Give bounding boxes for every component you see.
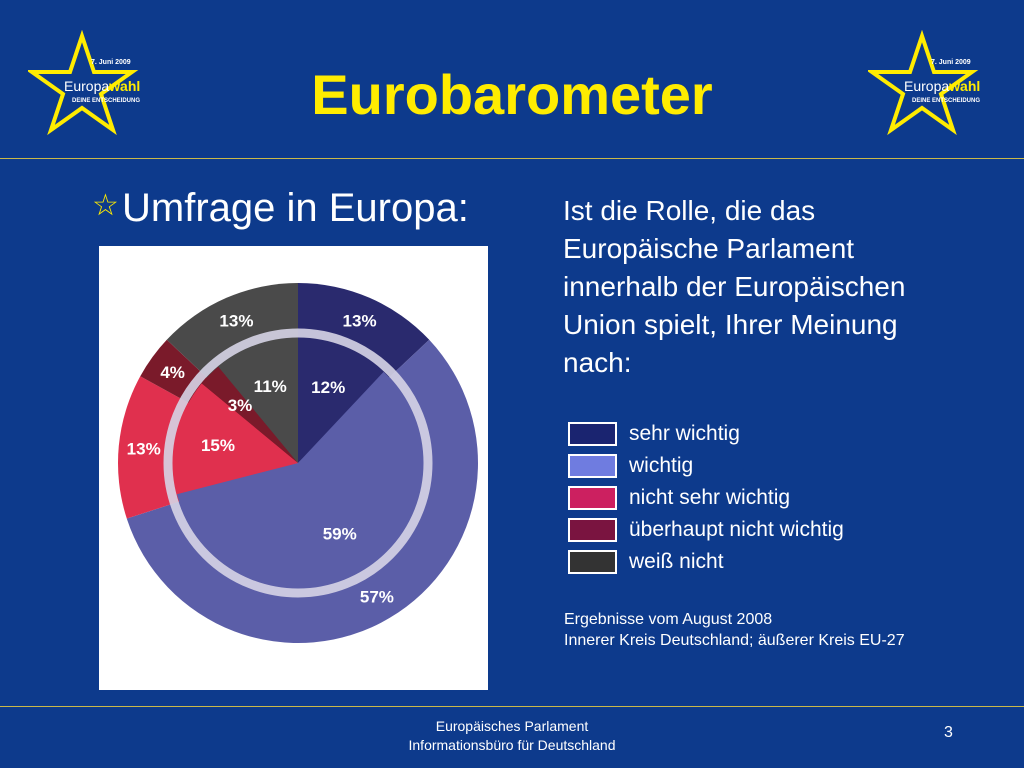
- inner-label-ueberhaupt-nicht-wichtig: 3%: [228, 396, 253, 415]
- pie-labels: 13% 57% 13% 4% 13% 12% 59% 15% 3%11%: [127, 312, 394, 607]
- inner-label-weiss-nicht: 11%: [254, 377, 287, 396]
- chart-legend: sehr wichtig wichtig nicht sehr wichtig übe…: [568, 418, 844, 578]
- inner-slice-sehr-wichtig: [298, 338, 384, 463]
- legend-label: weiß nicht: [629, 550, 724, 573]
- outer-label-ueberhaupt-nicht-wichtig: 4%: [160, 363, 185, 382]
- footer-line-2: Informationsbüro für Deutschland: [408, 737, 616, 753]
- europawahl-logo-left: 7. Juni 2009 Europawahl DEINE ENTSCHEIDU…: [28, 30, 140, 136]
- legend-label: überhaupt nicht wichtig: [629, 518, 844, 541]
- inner-label-nicht-sehr-wichtig: 15%: [201, 436, 235, 455]
- inner-slice-wichtig: [176, 371, 423, 588]
- results-note: Ergebnisse vom August 2008 Innerer Kreis…: [564, 609, 905, 651]
- logo-word: Europawahl: [904, 78, 980, 94]
- legend-item-wichtig: wichtig: [568, 450, 844, 482]
- legend-item-weiss-nicht: weiß nicht: [568, 546, 844, 578]
- logo-word-part1: Europa: [904, 78, 949, 94]
- logo-word: Europawahl: [64, 78, 140, 94]
- survey-question: Ist die Rolle, die das Europäische Parla…: [563, 195, 906, 378]
- chart-panel: 13% 57% 13% 4% 13% 12% 59% 15% 3% 11%: [99, 246, 488, 690]
- note-date: Ergebnisse vom August 2008: [564, 611, 773, 628]
- ring-separator: [163, 328, 433, 598]
- logo-tagline: DEINE ENTSCHEIDUNG: [72, 98, 140, 104]
- logo-word-part2: wahl: [948, 78, 980, 94]
- logo-word-part2: wahl: [108, 78, 140, 94]
- legend-swatch: [568, 518, 617, 542]
- star-icon: [868, 30, 979, 136]
- inner-slice-nicht-sehr-wichtig: [173, 383, 298, 495]
- footer-line-1: Europäisches Parlament: [435, 718, 589, 734]
- inner-circle-germany: [163, 328, 433, 598]
- inner-label-sehr-wichtig: 12%: [311, 378, 345, 397]
- logo-tagline: DEINE ENTSCHEIDUNG: [912, 98, 980, 104]
- outer-label-sehr-wichtig: 13%: [343, 312, 377, 331]
- europawahl-logo-right: 7. Juni 2009 Europawahl DEINE ENTSCHEIDU…: [868, 30, 980, 136]
- bullet-item: ☆Umfrage in Europa:: [92, 186, 469, 231]
- outer-label-wichtig: 57%: [360, 587, 394, 606]
- page-number: 3: [944, 724, 953, 741]
- bullet-star-icon: ☆: [92, 189, 119, 222]
- footer: Europäisches Parlament Informationsbüro …: [0, 717, 1024, 755]
- logo-date: 7. Juni 2009: [91, 59, 131, 66]
- inner-slice-weiss-nicht: [218, 338, 298, 463]
- note-explanation: Innerer Kreis Deutschland; äußerer Kreis…: [564, 632, 905, 649]
- header-divider: [0, 158, 1024, 159]
- inner-slice-ueberhaupt-nicht-wichtig: [201, 366, 298, 463]
- legend-item-nicht-sehr-wichtig: nicht sehr wichtig: [568, 482, 844, 514]
- legend-item-ueberhaupt-nicht-wichtig: überhaupt nicht wichtig: [568, 514, 844, 546]
- logo-date: 7. Juni 2009: [931, 59, 971, 66]
- slide-title: Eurobarometer: [311, 63, 713, 126]
- outer-label-weiss-nicht: 13%: [219, 312, 253, 331]
- legend-swatch: [568, 454, 617, 478]
- outer-label-nicht-sehr-wichtig: 13%: [127, 439, 161, 458]
- legend-label: nicht sehr wichtig: [629, 486, 791, 509]
- pie-chart: 13% 57% 13% 4% 13% 12% 59% 15% 3%11%: [118, 283, 479, 643]
- legend-label: wichtig: [629, 454, 694, 477]
- legend-item-sehr-wichtig: sehr wichtig: [568, 418, 844, 450]
- bullet-text: Umfrage in Europa:: [122, 186, 469, 230]
- logo-word-part1: Europa: [64, 78, 109, 94]
- legend-swatch: [568, 550, 617, 574]
- legend-swatch: [568, 422, 617, 446]
- inner-label-wichtig: 59%: [323, 525, 357, 544]
- footer-divider: [0, 706, 1024, 707]
- legend-label: sehr wichtig: [629, 422, 740, 445]
- star-icon: [28, 30, 139, 136]
- legend-swatch: [568, 486, 617, 510]
